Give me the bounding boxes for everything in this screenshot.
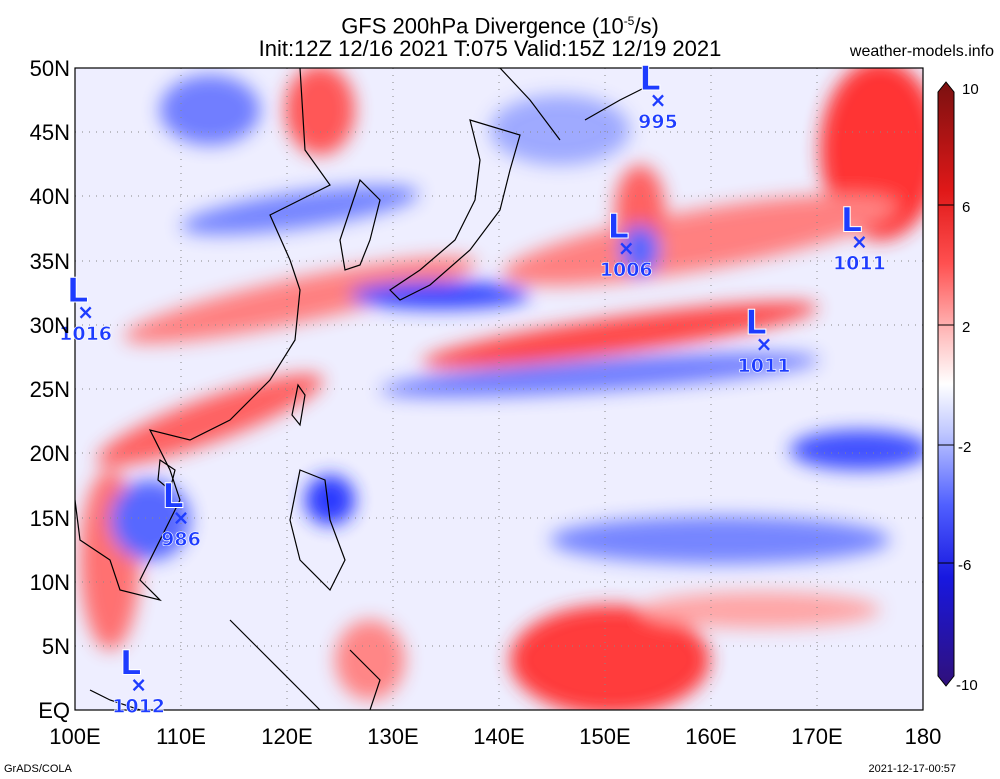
low-pressure-label: 986: [161, 528, 201, 550]
low-marker: L×995: [638, 59, 678, 134]
lat-label: 50N: [30, 56, 70, 81]
lat-axis: 50N 45N 40N 35N 30N 25N 20N 15N 10N 5N E…: [30, 56, 70, 723]
colorbar-label: 2: [962, 319, 970, 336]
lat-label: 5N: [42, 634, 70, 659]
low-center-mark: ×: [851, 229, 868, 253]
lon-label: 120E: [261, 724, 312, 749]
low-center-mark: ×: [618, 236, 635, 260]
low-marker: L×1006: [599, 206, 653, 281]
footer-timestamp: 2021-12-17-00:57: [868, 763, 956, 775]
low-center-mark: ×: [756, 332, 773, 356]
low-pressure-label: 1006: [600, 259, 653, 281]
lon-label: 150E: [579, 724, 630, 749]
low-marker: L×1011: [833, 200, 886, 275]
title-superscript: -5: [623, 14, 635, 28]
low-center-mark: ×: [650, 88, 667, 112]
site-credit: weather-models.info: [849, 43, 994, 60]
lat-label: 40N: [30, 184, 70, 209]
chart-subtitle: Init:12Z 12/16 2021 T:075 Valid:15Z 12/1…: [258, 36, 722, 61]
low-pressure-label: 1012: [112, 695, 165, 717]
colorbar-ramp: [937, 81, 955, 687]
low-symbol: L: [607, 207, 629, 247]
footer-credit: GrADS/COLA: [4, 763, 72, 775]
lat-label: 25N: [30, 377, 70, 402]
chart-title: GFS 200hPa Divergence (10-5/s): [341, 13, 659, 39]
lon-label: 140E: [473, 724, 524, 749]
lat-label: EQ: [38, 698, 70, 723]
colorbar: 10 6 2 -2 -6 -10: [937, 81, 979, 694]
low-pressure-label: 1011: [833, 252, 886, 274]
lat-label: 45N: [30, 120, 70, 145]
colorbar-label: -6: [958, 557, 971, 574]
lon-label: 110E: [156, 724, 206, 749]
low-marker: L×1011: [737, 303, 791, 378]
low-pressure-label: 995: [638, 111, 678, 133]
low-symbol: L: [841, 200, 863, 240]
lon-label: 170E: [791, 724, 842, 749]
coastlines: [75, 68, 651, 710]
lon-label: 130E: [367, 724, 418, 749]
colorbar-label: -10: [956, 677, 978, 694]
lon-axis: 100E 110E 120E 130E 140E 150E 160E 170E …: [49, 724, 941, 749]
lat-label: 20N: [30, 441, 70, 466]
lon-label: 160E: [685, 724, 736, 749]
low-symbol: L: [745, 303, 767, 343]
lon-label: 180: [905, 724, 942, 749]
plot-frame: [74, 67, 924, 711]
low-center-mark: ×: [130, 672, 147, 696]
colorbar-label: -2: [958, 439, 971, 456]
colorbar-label: 10: [962, 81, 979, 98]
lat-label: 15N: [30, 506, 70, 531]
low-marker: L×1016: [59, 270, 112, 345]
low-marker: L×1012: [112, 643, 165, 718]
divergence-field: [75, 68, 923, 710]
low-center-mark: ×: [77, 300, 94, 324]
low-symbol: L: [67, 271, 89, 311]
low-pressure-label: 1011: [738, 355, 791, 377]
low-symbol: L: [639, 59, 661, 99]
low-center-mark: ×: [173, 505, 190, 529]
lat-label: 30N: [30, 313, 70, 338]
low-symbol: L: [162, 476, 184, 516]
lat-label: 10N: [30, 570, 70, 595]
lat-label: 35N: [30, 249, 70, 274]
low-pressure-label: 1016: [59, 323, 112, 345]
low-marker: L×986: [161, 476, 201, 551]
low-symbol: L: [120, 643, 142, 683]
colorbar-label: 6: [962, 199, 970, 216]
lon-label: 100E: [49, 724, 100, 749]
